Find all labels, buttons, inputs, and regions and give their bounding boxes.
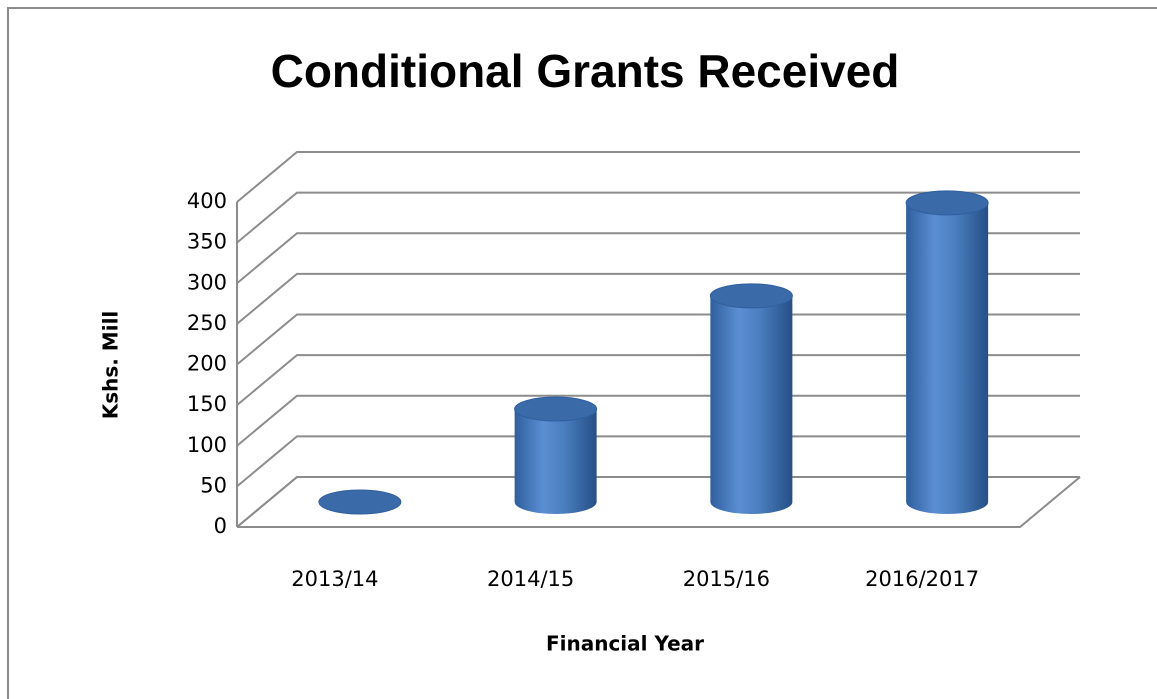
- grid-line: [236, 191, 1080, 244]
- grid-line: [236, 272, 1080, 325]
- grid-line: [236, 313, 1080, 366]
- cylinder: [906, 202, 989, 515]
- grid-line: [236, 394, 1080, 447]
- grid-line: [236, 151, 1080, 203]
- chart-title: Conditional Grants Received: [271, 45, 900, 97]
- x-tick-label: 2016/2017: [865, 567, 979, 591]
- grid-line: [236, 232, 1080, 285]
- grid-line: [236, 435, 1080, 488]
- y-tick-label: 400: [187, 189, 227, 213]
- y-tick-label: 100: [187, 433, 227, 457]
- cylinder: [710, 295, 793, 514]
- grid-line: [236, 476, 1080, 528]
- x-axis-title: Financial Year: [546, 632, 704, 656]
- y-tick-label: 0: [214, 514, 227, 538]
- cylinder-top: [318, 489, 402, 515]
- cylinder-top: [514, 396, 598, 422]
- y-tick-label: 150: [187, 392, 227, 416]
- x-tick-label: 2014/15: [487, 567, 574, 591]
- grid-line: [236, 354, 1080, 406]
- y-tick-label: 300: [187, 270, 227, 294]
- y-tick-label: 50: [200, 473, 227, 497]
- cylinder-top: [905, 190, 989, 216]
- cylinder-top: [709, 283, 793, 309]
- y-tick-label: 350: [187, 230, 227, 254]
- x-tick-label: 2015/16: [683, 567, 770, 591]
- y-tick-label: 200: [187, 352, 227, 376]
- x-tick-label: 2013/14: [291, 567, 378, 591]
- cylinder: [514, 409, 597, 514]
- y-tick-label: 250: [187, 311, 227, 335]
- y-axis-title: Kshs. Mill: [99, 311, 123, 420]
